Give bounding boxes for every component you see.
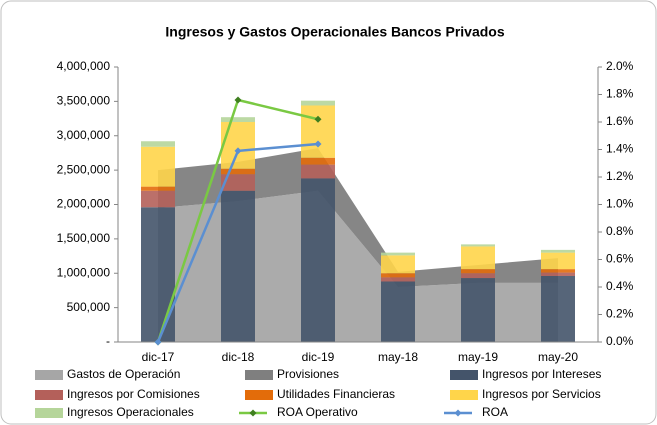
bar-segment — [461, 244, 495, 247]
legend-label: Ingresos por Intereses — [482, 367, 601, 381]
bar-segment — [141, 207, 175, 342]
y2-tick-label: 2.0% — [606, 59, 634, 73]
bar-segment — [461, 269, 495, 274]
y-tick-label: 2,500,000 — [57, 162, 111, 176]
bar-segment — [461, 278, 495, 342]
legend-label: ROA Operativo — [277, 405, 358, 419]
y-tick-label: 500,000 — [67, 300, 111, 314]
bar-segment — [541, 272, 575, 276]
bar-segment — [461, 246, 495, 270]
y2-tick-label: 1.2% — [606, 169, 634, 183]
x-tick-label: dic-18 — [222, 350, 255, 364]
y-tick-label: 3,500,000 — [57, 94, 111, 108]
y-tick-label: 2,000,000 — [57, 197, 111, 211]
y2-tick-label: 0.6% — [606, 252, 634, 266]
bar-segment — [141, 190, 175, 208]
bar-segment — [381, 252, 415, 256]
legend-swatch — [35, 408, 63, 418]
bar-segment — [141, 186, 175, 191]
bar-segment — [221, 174, 255, 191]
bar-segment — [541, 276, 575, 342]
y2-tick-label: 0.0% — [606, 334, 634, 348]
x-tick-label: dic-19 — [302, 350, 335, 364]
y2-tick-label: 1.0% — [606, 197, 634, 211]
bar-segment — [221, 190, 255, 342]
legend-label: Utilidades Financieras — [277, 387, 395, 401]
area — [158, 190, 558, 342]
bar-segment — [541, 252, 575, 270]
area — [158, 148, 558, 287]
x-tick-label: may-19 — [458, 350, 498, 364]
bar-segment — [381, 277, 415, 282]
bar-segment — [301, 164, 335, 179]
bar-segment — [541, 269, 575, 273]
y2-tick-label: 1.6% — [606, 114, 634, 128]
bar-segment — [221, 117, 255, 122]
y2-tick-label: 0.2% — [606, 307, 634, 321]
y-tick-label: 1,000,000 — [57, 265, 111, 279]
bar-segment — [461, 273, 495, 279]
y-tick-label: - — [106, 334, 110, 348]
line-marker — [234, 147, 242, 155]
bar-segment — [221, 168, 255, 175]
legend-label: Ingresos por Comisiones — [67, 387, 200, 401]
bar-segment — [381, 281, 415, 342]
y-tick-label: 3,000,000 — [57, 128, 111, 142]
legend-swatch — [450, 370, 478, 380]
line-marker — [154, 338, 162, 346]
legend-label: Gastos de Operación — [67, 367, 180, 381]
legend-swatch — [35, 390, 63, 400]
x-tick-label: may-18 — [378, 350, 418, 364]
y2-tick-label: 1.8% — [606, 87, 634, 101]
x-tick-label: dic-17 — [142, 350, 175, 364]
legend-swatch — [245, 390, 273, 400]
bar-segment — [381, 255, 415, 274]
bar-segment — [221, 122, 255, 169]
line-marker — [314, 115, 322, 123]
legend-label: ROA — [482, 405, 508, 419]
legend-marker — [454, 409, 462, 417]
chart-title: Ingresos y Gastos Operacionales Bancos P… — [165, 24, 504, 40]
legend-label: Ingresos por Servicios — [482, 387, 601, 401]
line-marker — [314, 140, 322, 148]
bar-segment — [381, 273, 415, 278]
bar-segment — [301, 105, 335, 158]
bar-segment — [301, 100, 335, 106]
legend-label: Ingresos Operacionales — [67, 405, 194, 419]
bar-segment — [141, 146, 175, 187]
legend-marker — [249, 409, 257, 417]
y2-tick-label: 1.4% — [606, 142, 634, 156]
bar-segment — [541, 249, 575, 253]
legend-label: Provisiones — [277, 367, 339, 381]
bar-segment — [301, 157, 335, 165]
y-tick-label: 1,500,000 — [57, 231, 111, 245]
legend-swatch — [245, 370, 273, 380]
x-tick-label: may-20 — [538, 350, 578, 364]
y2-tick-label: 0.4% — [606, 279, 634, 293]
bar-segment — [301, 178, 335, 342]
legend-swatch — [35, 370, 63, 380]
legend-swatch — [450, 390, 478, 400]
bar-segment — [141, 141, 175, 147]
line-marker — [234, 96, 242, 104]
y2-tick-label: 0.8% — [606, 224, 634, 238]
y-tick-label: 4,000,000 — [57, 59, 111, 73]
